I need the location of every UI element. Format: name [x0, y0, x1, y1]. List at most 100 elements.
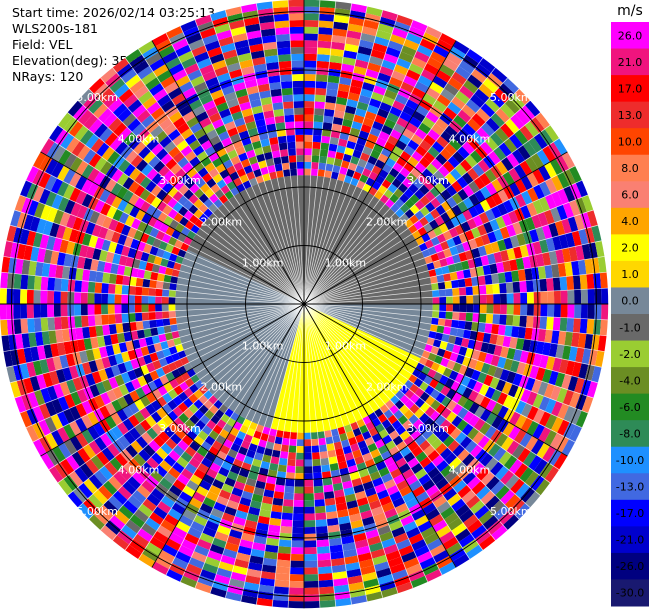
noise-gate — [433, 243, 444, 254]
noise-gate — [501, 381, 513, 395]
noise-gate — [101, 146, 115, 161]
colorbar-tick: 0.0 — [621, 295, 639, 308]
noise-gate — [346, 140, 357, 150]
noise-gate — [236, 123, 248, 134]
noise-gate — [304, 47, 318, 55]
noise-gate — [244, 575, 261, 585]
noise-gate — [499, 304, 507, 315]
noise-gate — [379, 531, 394, 542]
ray-separator — [303, 138, 560, 305]
noise-gate — [228, 493, 242, 504]
noise-gate — [537, 381, 549, 397]
noise-gate — [486, 343, 496, 355]
noise-gate — [471, 321, 479, 332]
ray-separator — [10, 224, 305, 305]
noise-gate — [304, 439, 312, 447]
noise-gate — [112, 253, 122, 265]
noise-gate — [233, 117, 246, 128]
noise-gate — [259, 577, 276, 587]
noise-gate — [121, 304, 129, 314]
noise-gate — [145, 52, 163, 66]
noise-gate — [260, 460, 271, 470]
noise-gate — [148, 287, 156, 297]
noise-gate — [417, 173, 429, 185]
noise-gate — [120, 371, 131, 384]
colorbar-swatch — [611, 526, 649, 554]
noise-gate — [455, 354, 465, 365]
noise-gate — [290, 560, 304, 568]
noise-gate — [594, 304, 602, 320]
noise-gate — [184, 462, 198, 475]
noise-gate — [138, 90, 153, 105]
noise-gate — [396, 117, 409, 129]
noise-gate — [473, 393, 485, 406]
noise-gate — [586, 209, 598, 228]
noise-gate — [123, 499, 139, 515]
noise-gate — [325, 436, 334, 445]
noise-gate — [60, 291, 68, 304]
noise-gate — [117, 396, 129, 409]
noise-gate — [535, 226, 546, 241]
ray-separator — [303, 10, 384, 305]
noise-gate — [371, 165, 382, 176]
noise-gate — [150, 196, 162, 209]
ray-separator — [67, 303, 305, 496]
noise-gate — [486, 253, 496, 265]
noise-gate — [116, 172, 129, 187]
noise-gate — [520, 104, 536, 122]
noise-gate — [201, 425, 213, 436]
noise-gate — [251, 56, 266, 66]
noise-gate — [88, 77, 105, 94]
noise-gate — [261, 145, 272, 154]
noise-gate — [33, 275, 42, 291]
noise-gate — [418, 473, 432, 486]
noise-gate — [518, 219, 530, 233]
noise-gate — [477, 371, 488, 384]
noise-gate — [87, 411, 100, 426]
noise-gate — [142, 320, 151, 330]
noise-gate — [168, 304, 176, 312]
noise-gate — [393, 532, 409, 544]
noise-gate — [288, 6, 304, 14]
noise-gate — [213, 95, 227, 107]
noise-gate — [395, 14, 414, 27]
noise-gate — [512, 281, 521, 294]
noise-gate — [407, 440, 419, 452]
noise-gate — [77, 88, 94, 105]
ray-separator — [303, 256, 605, 305]
noise-gate — [345, 36, 361, 47]
noise-gate — [519, 280, 527, 293]
noise-gate — [134, 398, 146, 411]
noise-gate — [63, 116, 79, 134]
noise-gate — [256, 76, 270, 86]
colorbar-swatch — [611, 181, 649, 209]
noise-gate — [410, 429, 422, 441]
noise-gate — [52, 145, 66, 163]
noise-gate — [122, 322, 131, 333]
noise-gate — [40, 276, 49, 291]
noise-gate — [323, 108, 335, 117]
noise-gate — [186, 429, 198, 441]
noise-gate — [369, 127, 382, 138]
noise-gate — [493, 366, 504, 380]
noise-gate — [512, 314, 521, 327]
noise-gate — [114, 353, 124, 365]
noise-gate — [190, 172, 202, 184]
noise-gate — [181, 434, 194, 446]
noise-gate — [241, 490, 254, 501]
noise-gate — [452, 362, 462, 373]
noise-gate — [179, 423, 191, 435]
noise-gate — [40, 452, 55, 470]
noise-gate — [148, 295, 156, 304]
noise-gate — [558, 358, 569, 374]
noise-gate — [161, 193, 173, 205]
noise-gate — [214, 574, 231, 585]
noise-gate — [509, 336, 518, 350]
noise-gate — [36, 373, 47, 390]
noise-gate — [143, 150, 156, 164]
noise-gate — [371, 477, 384, 488]
ray-separator — [303, 77, 508, 305]
noise-gate — [292, 520, 304, 528]
noise-gate — [336, 90, 350, 99]
noise-gate — [433, 170, 445, 182]
